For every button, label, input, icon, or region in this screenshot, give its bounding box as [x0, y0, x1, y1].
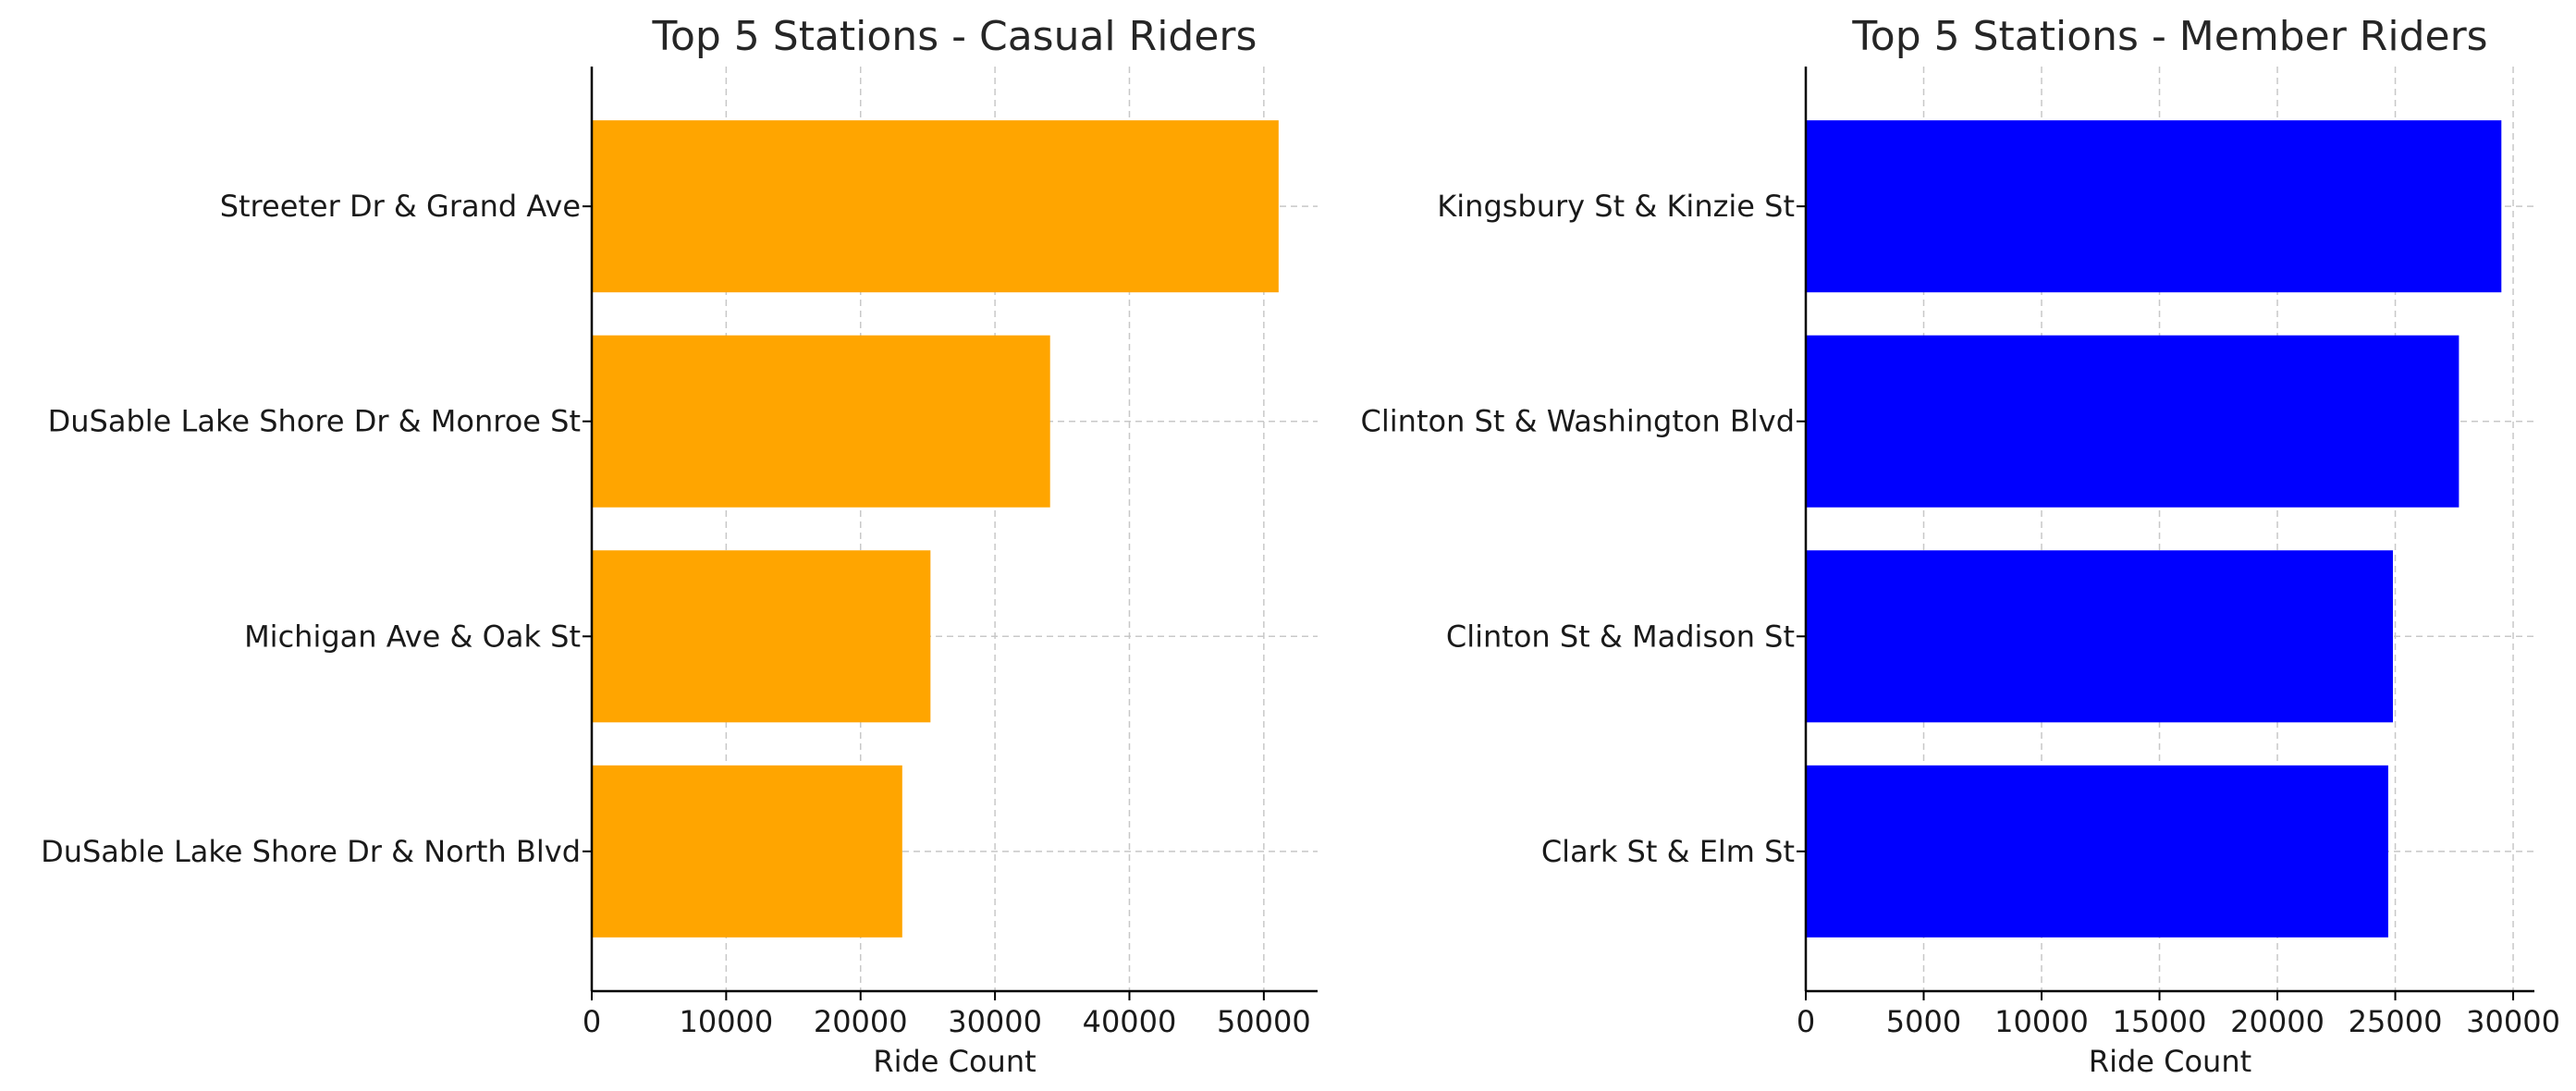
- x-tick-label: 0: [583, 1004, 601, 1039]
- casual-riders-chart: Top 5 Stations - Casual Riders 0 10000 200…: [41, 13, 1318, 1079]
- category-label: Michigan Ave & Oak St: [244, 619, 581, 654]
- category-label: DuSable Lake Shore Dr & North Blvd: [41, 834, 581, 869]
- category-label: DuSable Lake Shore Dr & Monroe St: [48, 404, 581, 439]
- bars: [1806, 120, 2502, 938]
- category-label: Clinton St & Madison St: [1446, 619, 1795, 654]
- bar: [1806, 550, 2393, 723]
- bar: [1806, 120, 2502, 293]
- x-tick-label: 20000: [2230, 1004, 2325, 1039]
- x-axis-ticks: 0 5000 10000 15000 20000 25000 30000: [1797, 991, 2560, 1039]
- x-tick-label: 5000: [1886, 1004, 1961, 1039]
- y-axis-labels: Streeter Dr & Grand Ave DuSable Lake Shor…: [41, 189, 592, 869]
- x-tick-label: 0: [1797, 1004, 1815, 1039]
- x-tick-label: 25000: [2349, 1004, 2443, 1039]
- bar: [592, 765, 902, 938]
- bar: [592, 550, 931, 723]
- bar: [1806, 335, 2459, 508]
- x-tick-label: 50000: [1217, 1004, 1311, 1039]
- category-label: Clark St & Elm St: [1541, 834, 1795, 869]
- x-axis-label: Ride Count: [2089, 1044, 2251, 1079]
- bar: [592, 335, 1050, 508]
- y-axis-labels: Kingsbury St & Kinzie St Clinton St & Was…: [1361, 189, 1806, 869]
- x-tick-label: 10000: [679, 1004, 773, 1039]
- chart-title: Top 5 Stations - Member Riders: [1851, 13, 2487, 60]
- x-tick-label: 30000: [948, 1004, 1042, 1039]
- member-riders-chart: Top 5 Stations - Member Riders 0 5000 1000…: [1361, 13, 2560, 1079]
- x-tick-label: 40000: [1083, 1004, 1177, 1039]
- x-axis-ticks: 0 10000 20000 30000 40000 50000: [583, 991, 1311, 1039]
- x-tick-label: 20000: [814, 1004, 908, 1039]
- chart-title: Top 5 Stations - Casual Riders: [652, 13, 1257, 60]
- x-tick-label: 15000: [2113, 1004, 2207, 1039]
- bars: [592, 120, 1279, 938]
- bar: [592, 120, 1279, 293]
- category-label: Streeter Dr & Grand Ave: [220, 189, 581, 224]
- x-axis-label: Ride Count: [873, 1044, 1036, 1079]
- bar: [1806, 765, 2388, 938]
- x-tick-label: 30000: [2466, 1004, 2560, 1039]
- x-tick-label: 10000: [1994, 1004, 2089, 1039]
- category-label: Kingsbury St & Kinzie St: [1437, 189, 1795, 224]
- category-label: Clinton St & Washington Blvd: [1361, 404, 1795, 439]
